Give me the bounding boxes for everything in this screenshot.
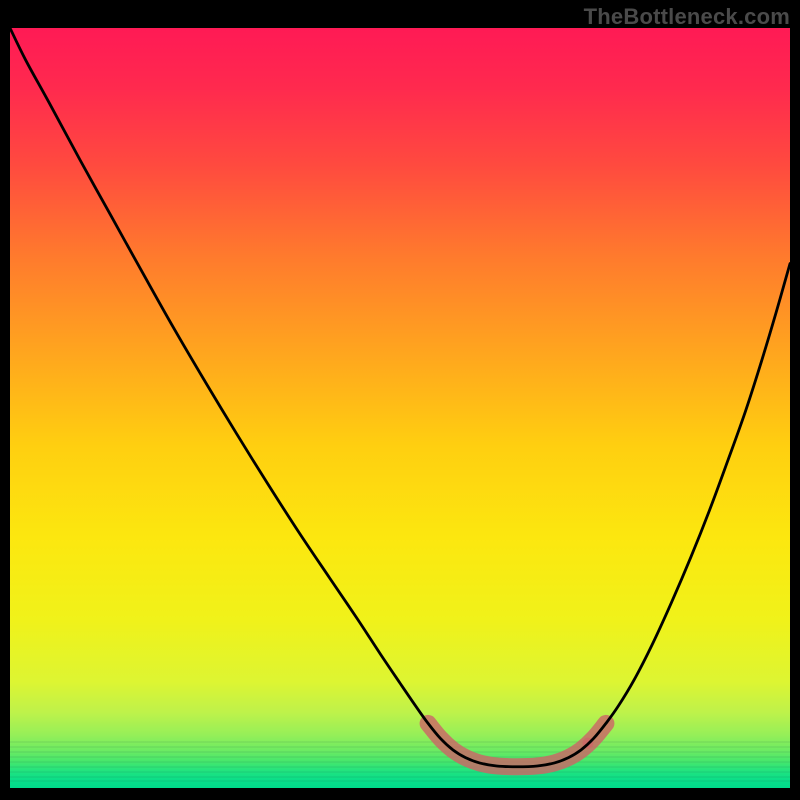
- plot-area: [10, 28, 790, 788]
- plot-gradient-background: [10, 28, 790, 788]
- chart-stage: TheBottleneck.com: [0, 0, 800, 800]
- bottleneck-curve-chart: [0, 0, 800, 800]
